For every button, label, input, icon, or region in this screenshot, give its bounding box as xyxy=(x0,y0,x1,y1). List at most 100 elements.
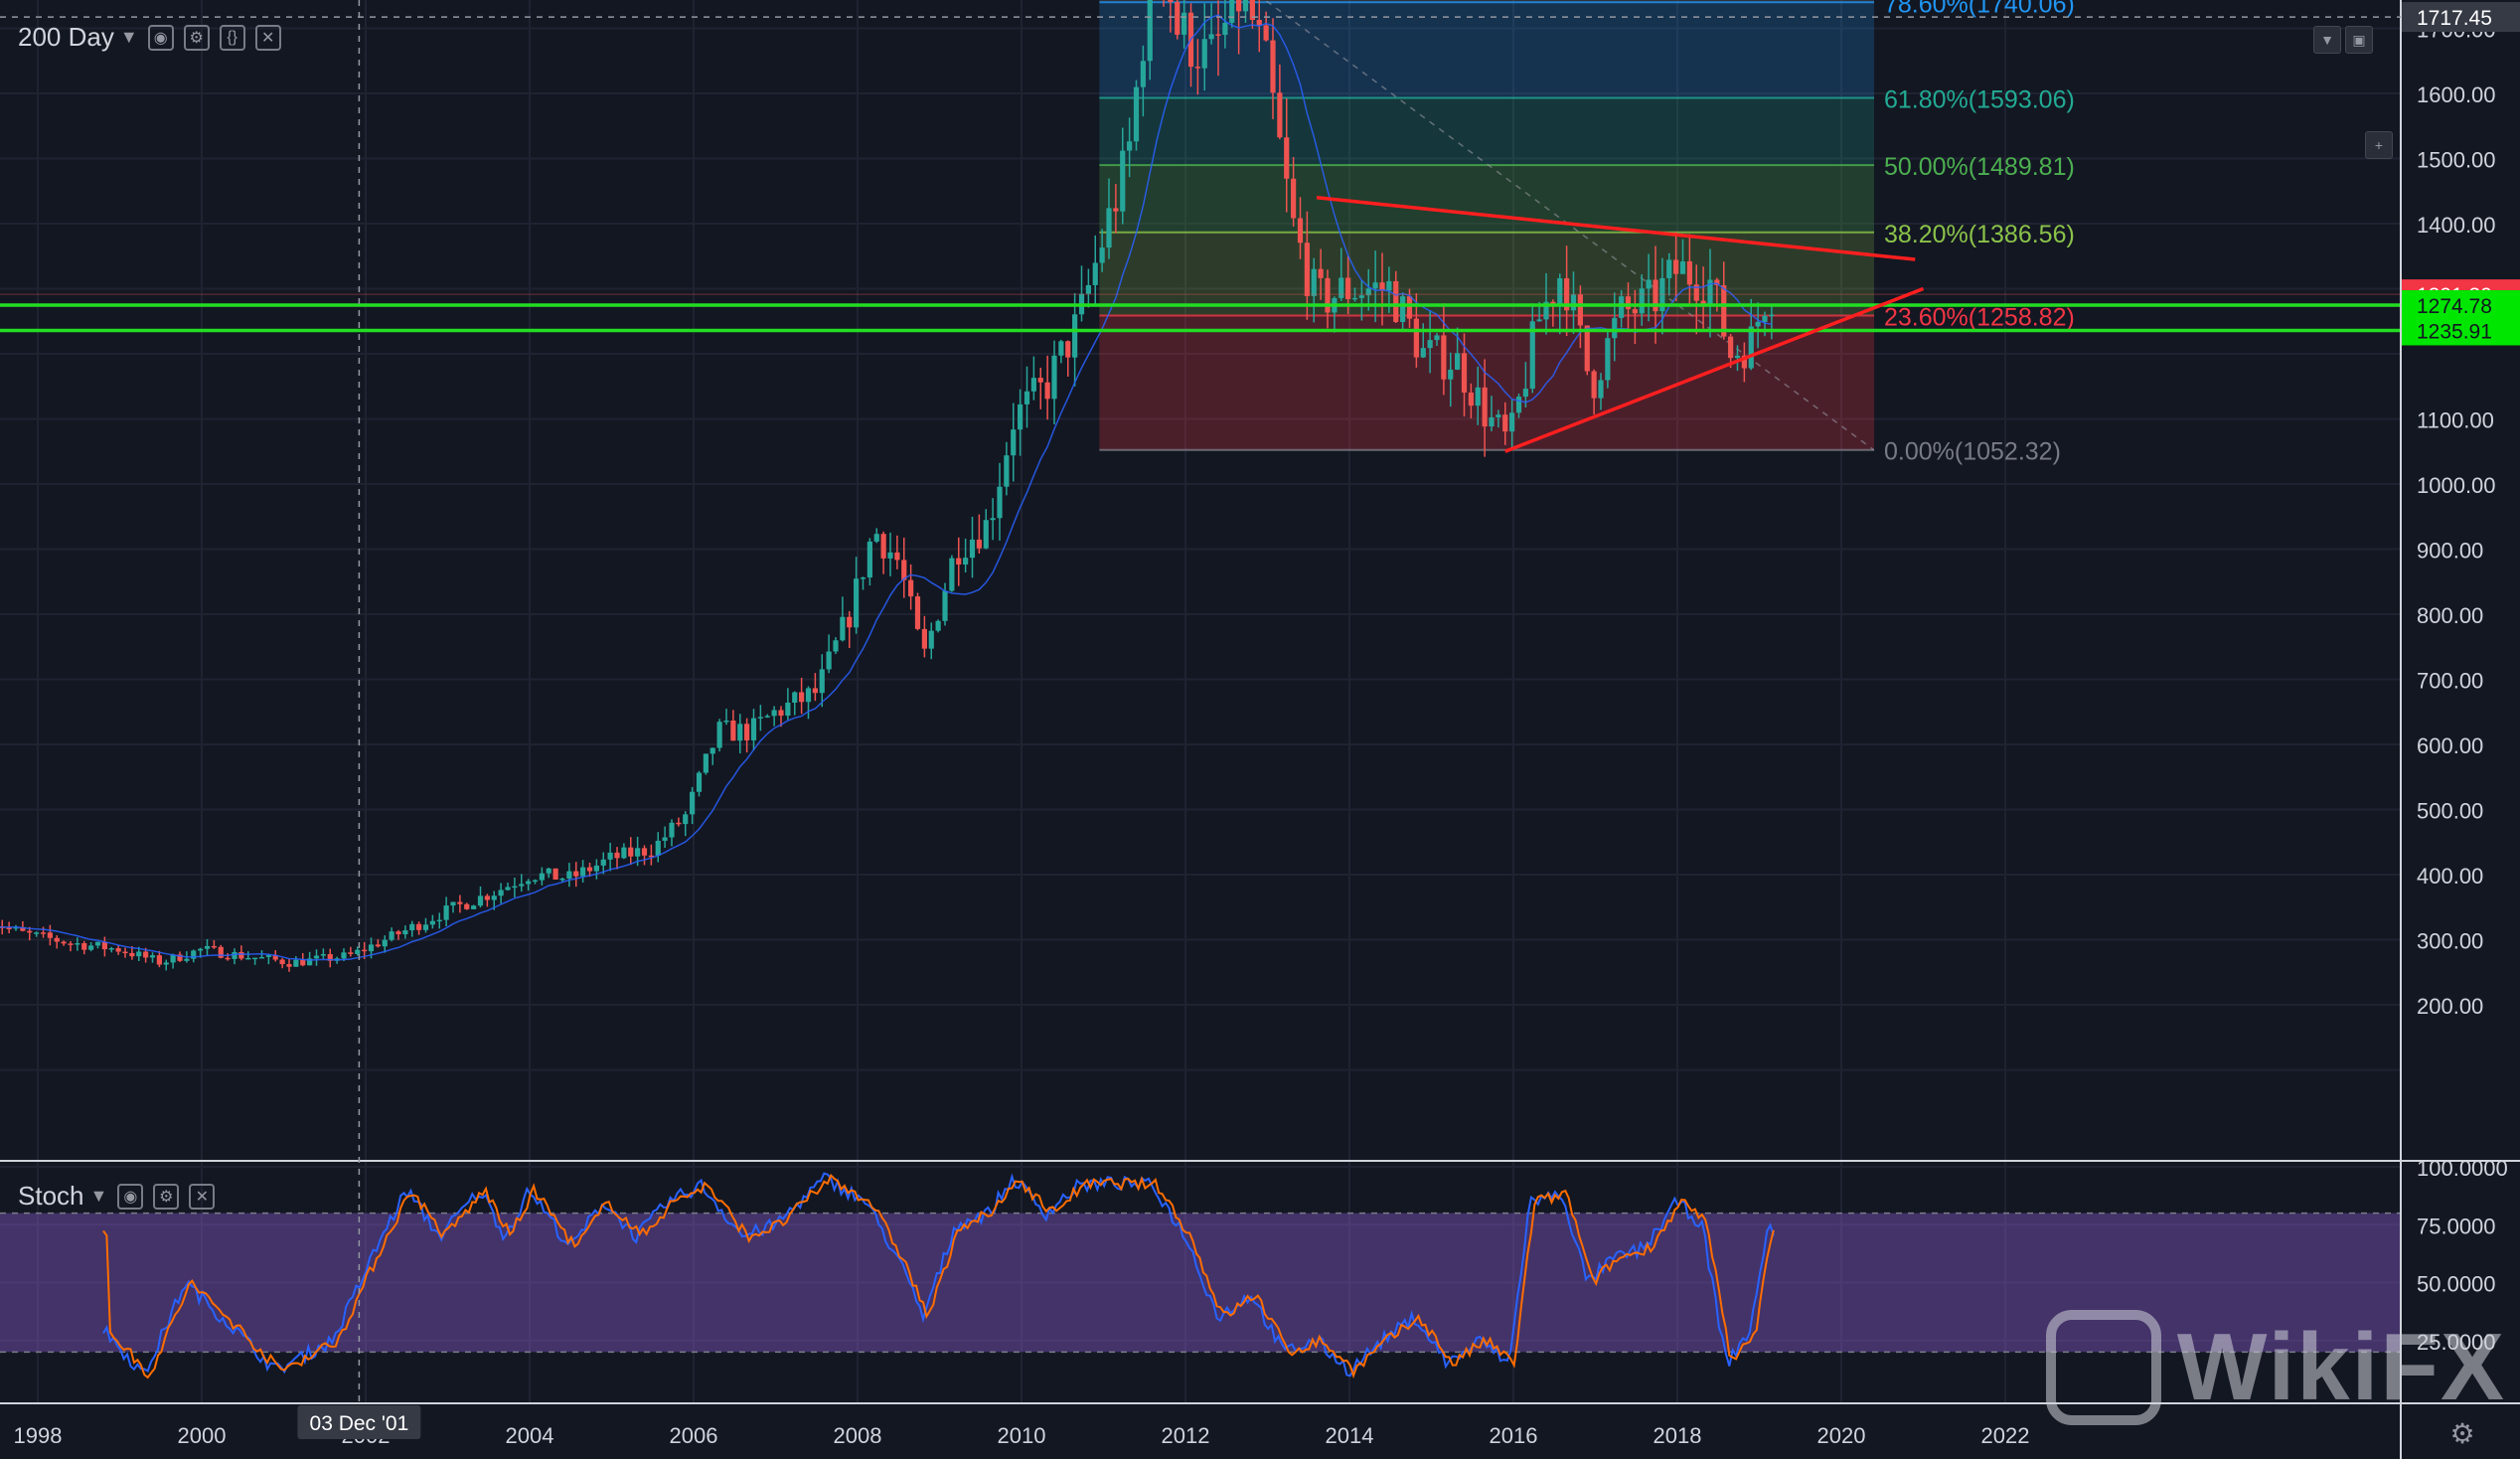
crosshair-date-badge xyxy=(297,1405,421,1439)
candle-body xyxy=(1679,261,1686,274)
candle-body xyxy=(1030,378,1036,392)
candle-body xyxy=(1666,259,1672,278)
candle-body xyxy=(854,578,860,628)
candle-body xyxy=(1564,278,1570,311)
candle-body xyxy=(258,956,265,959)
candle-body xyxy=(1420,348,1426,358)
candle-body xyxy=(1215,34,1221,36)
candle-body xyxy=(1489,416,1495,427)
candle-body xyxy=(389,931,394,940)
candle-body xyxy=(1208,34,1214,40)
candle-body xyxy=(1475,387,1481,406)
candle-body xyxy=(313,955,320,959)
year-tick-label: 2010 xyxy=(998,1423,1046,1448)
candle-body xyxy=(532,880,539,883)
candle-body xyxy=(368,944,375,952)
candle-body xyxy=(1222,22,1228,36)
candle-body xyxy=(614,852,620,859)
candle-body xyxy=(1175,2,1181,35)
candle-body xyxy=(566,871,572,879)
stoch-tick-label: 25.0000 xyxy=(2417,1330,2496,1355)
candle-body xyxy=(1318,268,1324,278)
candle-body xyxy=(1734,355,1741,359)
candle-body xyxy=(1461,353,1468,393)
candle-body xyxy=(593,865,599,872)
year-tick-label: 2020 xyxy=(1817,1423,1866,1448)
candle-body xyxy=(279,959,285,965)
candle-body xyxy=(1386,280,1392,291)
candle-body xyxy=(252,957,258,960)
year-tick-label: 2014 xyxy=(1326,1423,1374,1448)
candle-body xyxy=(662,837,668,841)
candle-body xyxy=(1482,387,1488,427)
close-icon[interactable]: ✕ xyxy=(189,1183,216,1210)
watermark-logo: WikiFX xyxy=(2045,1310,2506,1425)
indicator-legend[interactable]: 200 Day ▼ ◉ ⚙ {} ✕ xyxy=(18,22,281,53)
gear-icon[interactable]: ⚙ xyxy=(153,1183,180,1210)
candle-body xyxy=(20,926,26,931)
candle-body xyxy=(552,868,558,880)
candle-body xyxy=(840,616,846,641)
candle-body xyxy=(362,949,368,952)
candle-body xyxy=(184,958,190,961)
candle-body xyxy=(1632,309,1638,314)
candle-body xyxy=(375,944,381,947)
candle-body xyxy=(1515,397,1522,413)
candle-body xyxy=(901,560,907,580)
eye-icon[interactable]: ◉ xyxy=(117,1183,144,1210)
candle-body xyxy=(1584,325,1590,372)
candle-body xyxy=(6,927,12,929)
maximize-icon[interactable]: ▣ xyxy=(2345,26,2373,54)
candle-body xyxy=(129,952,135,957)
candle-body xyxy=(416,923,422,930)
price-badge-label: 1235.91 xyxy=(2417,320,2492,343)
close-icon[interactable]: ✕ xyxy=(254,24,281,51)
gear-icon[interactable]: ⚙ xyxy=(183,24,210,51)
candle-body xyxy=(1249,0,1255,20)
candle-body xyxy=(498,890,504,896)
year-tick-label: 2016 xyxy=(1490,1423,1538,1448)
candle-body xyxy=(1536,319,1542,322)
candle-body xyxy=(1468,392,1474,406)
candle-body xyxy=(1769,314,1775,317)
chevron-down-icon[interactable]: ▼ xyxy=(119,27,138,47)
candle-body xyxy=(225,957,231,960)
candle-body xyxy=(68,943,74,945)
fib-zone xyxy=(1099,232,1874,316)
candle-body xyxy=(1496,414,1501,417)
candle-body xyxy=(1297,218,1304,243)
candle-body xyxy=(716,722,722,748)
oscillator-legend[interactable]: Stoch ▼ ◉ ⚙ ✕ xyxy=(18,1181,216,1212)
candle-body xyxy=(757,717,763,719)
candle-body xyxy=(348,952,354,954)
candle-body xyxy=(232,951,237,959)
candle-body xyxy=(908,579,914,597)
price-badge xyxy=(2402,315,2520,346)
price-tick-label: 1000.00 xyxy=(2417,473,2496,498)
candle-body xyxy=(491,895,497,900)
year-tick-label: 2006 xyxy=(670,1423,718,1448)
collapse-icon[interactable]: ▼ xyxy=(2313,26,2341,54)
candle-body xyxy=(1653,279,1658,312)
candle-body xyxy=(546,868,551,874)
candle-body xyxy=(1577,294,1583,326)
candle-body xyxy=(956,558,962,566)
candle-body xyxy=(191,950,197,959)
candle-body xyxy=(1085,284,1091,294)
chevron-down-icon[interactable]: ▼ xyxy=(89,1186,108,1206)
candle-body xyxy=(409,923,415,931)
candle-body xyxy=(1011,429,1017,456)
eye-icon[interactable]: ◉ xyxy=(147,24,174,51)
braces-icon[interactable]: {} xyxy=(219,24,245,51)
candle-body xyxy=(1113,208,1119,212)
plus-icon[interactable]: + xyxy=(2365,131,2393,159)
candle-body xyxy=(847,616,853,628)
candle-body xyxy=(1673,259,1679,274)
candle-body xyxy=(1379,282,1385,291)
candle-body xyxy=(1400,296,1406,322)
candle-body xyxy=(683,814,689,825)
candle-body xyxy=(1106,208,1112,248)
candle-body xyxy=(833,640,839,652)
candle-body xyxy=(771,710,777,717)
